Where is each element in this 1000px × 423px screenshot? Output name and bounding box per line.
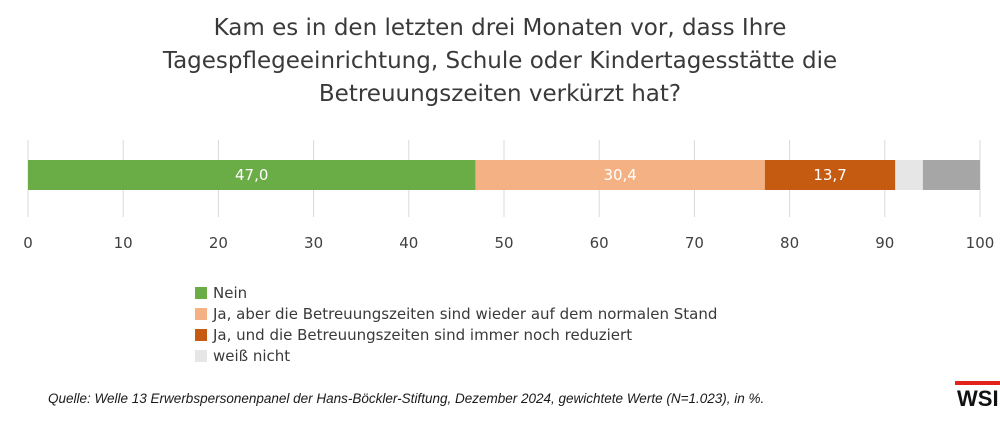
bar-segment-3 (895, 160, 923, 190)
source-note: Quelle: Welle 13 Erwerbspersonenpanel de… (48, 391, 765, 406)
bar-value-labels: 47,0 30,4 13,7 (235, 166, 847, 184)
x-tick-label: 50 (494, 234, 513, 252)
legend-swatch (195, 286, 207, 299)
x-tick-label: 70 (685, 234, 704, 252)
logo-text: WSI (957, 386, 999, 411)
logo-accent-bar (955, 381, 1000, 385)
x-tick-label: 30 (304, 234, 323, 252)
legend-item-weiss-nicht: weiß nicht (195, 345, 717, 366)
legend-swatch (195, 307, 207, 320)
bar-segment-0 (28, 160, 476, 190)
x-tick-label: 80 (780, 234, 799, 252)
legend-label: Ja, und die Betreuungszeiten sind immer … (213, 325, 633, 344)
bar-segment-2 (764, 160, 896, 190)
bar-segment-4 (922, 160, 980, 190)
legend-item-nein: Nein (195, 282, 717, 303)
chart-title: Kam es in den letzten drei Monaten vor, … (0, 12, 1000, 111)
chart-title-line-2: Tagespflegeeinrichtung, Schule oder Kind… (162, 48, 838, 74)
bar-value-label-1: 30,4 (603, 166, 636, 184)
legend-swatch (195, 328, 207, 341)
x-tick-label: 60 (590, 234, 609, 252)
legend-item-ja-reduziert: Ja, und die Betreuungszeiten sind immer … (195, 324, 717, 345)
chart-title-line-1: Kam es in den letzten drei Monaten vor, … (213, 15, 787, 41)
x-tick-label: 100 (966, 234, 995, 252)
bar-segment-1 (475, 160, 765, 190)
bar-segments (28, 160, 980, 190)
legend-item-ja-normal: Ja, aber die Betreuungszeiten sind wiede… (195, 303, 717, 324)
chart-title-line-3: Betreuungszeiten verkürzt hat? (318, 81, 682, 107)
x-tick-label: 40 (399, 234, 418, 252)
x-tick-label: 20 (209, 234, 228, 252)
legend-label: Nein (213, 283, 248, 302)
legend: Nein Ja, aber die Betreuungszeiten sind … (195, 282, 717, 366)
x-axis-tick-labels: 0 10 20 30 40 50 60 70 80 90 100 (23, 234, 994, 252)
x-tick-label: 0 (23, 234, 33, 252)
legend-label: Ja, aber die Betreuungszeiten sind wiede… (213, 304, 718, 323)
x-tick-label: 10 (114, 234, 133, 252)
wsi-logo: WSI (955, 381, 1000, 411)
stacked-bar-chart: 47,0 30,4 13,7 0 10 20 30 40 50 60 70 80 90 100 (23, 140, 994, 252)
x-tick-label: 90 (875, 234, 894, 252)
legend-label: weiß nicht (213, 346, 291, 365)
bar-value-label-0: 47,0 (235, 166, 268, 184)
bar-value-label-2: 13,7 (813, 166, 846, 184)
legend-swatch (195, 349, 207, 362)
